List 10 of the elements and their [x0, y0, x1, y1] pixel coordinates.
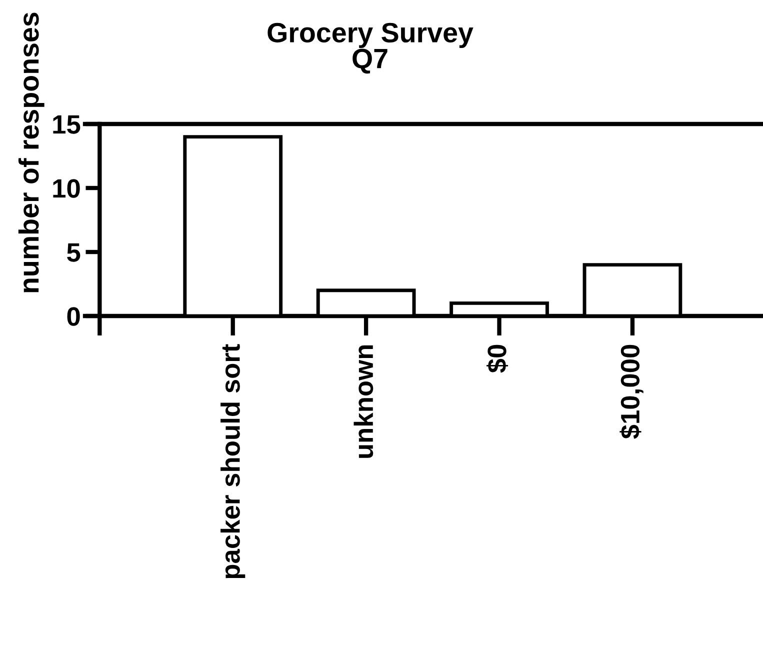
y-axis-title: number of responses — [18, 12, 44, 292]
x-tick-label: packer should sort — [220, 344, 246, 578]
y-tick-label: 15 — [53, 115, 80, 134]
chart-title: Grocery Survey Q7 — [268, 22, 474, 74]
x-tick-label: $0 — [486, 344, 508, 373]
y-tick-label: 5 — [67, 243, 80, 262]
x-tick-label: unknown — [354, 345, 374, 458]
y-tick-label: 0 — [67, 307, 80, 326]
x-tick-label: $10,000 — [620, 344, 644, 439]
y-tick-label: 10 — [53, 179, 80, 198]
